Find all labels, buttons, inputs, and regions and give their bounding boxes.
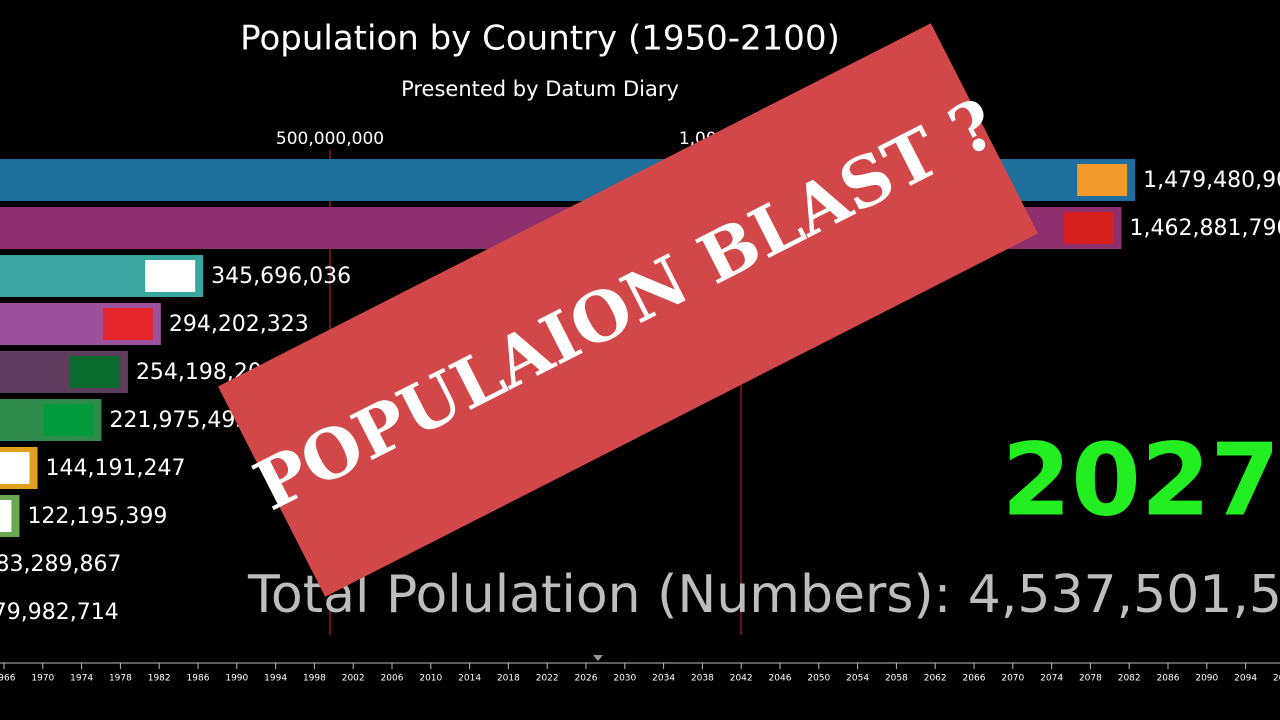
timeline-label: 2046: [769, 674, 792, 684]
timeline-label: 2098: [1273, 674, 1280, 684]
chart-title: Population by Country (1950-2100): [240, 19, 840, 59]
timeline-pointer: [593, 655, 603, 661]
timeline-label: 2034: [652, 674, 675, 684]
banner-box: [218, 23, 1038, 597]
timeline-label: 1966: [0, 674, 16, 684]
timeline-label: 1982: [148, 674, 171, 684]
value-label: 221,975,493: [109, 408, 249, 433]
value-label: 294,202,323: [169, 312, 309, 337]
flag: [0, 500, 12, 532]
flag: [43, 404, 94, 436]
timeline-label: 2030: [613, 674, 636, 684]
value-label: 83,289,867: [0, 552, 121, 577]
chart-subtitle: Presented by Datum Diary: [401, 77, 679, 101]
flag: [1063, 212, 1114, 244]
timeline-label: 1978: [109, 674, 132, 684]
timeline-label: 1986: [187, 674, 210, 684]
value-label: 122,195,399: [27, 504, 167, 529]
timeline-label: 2062: [924, 674, 947, 684]
timeline-label: 2006: [381, 674, 404, 684]
value-label: 345,696,036: [211, 264, 351, 289]
timeline-label: 2014: [458, 674, 481, 684]
timeline-label: 2042: [730, 674, 753, 684]
timeline-label: 2002: [342, 674, 365, 684]
timeline-label: 1990: [225, 674, 248, 684]
value-label: 1,462,881,790: [1129, 216, 1280, 241]
timeline-label: 2078: [1079, 674, 1102, 684]
timeline-label: 2010: [419, 674, 442, 684]
flag: [102, 308, 153, 340]
timeline-label: 1974: [70, 674, 93, 684]
timeline-label: 2050: [807, 674, 830, 684]
timeline-label: 1970: [31, 674, 54, 684]
flag: [1077, 164, 1128, 196]
timeline-label: 2018: [497, 674, 520, 684]
timeline-label: 2026: [575, 674, 598, 684]
timeline-label: 2094: [1234, 674, 1257, 684]
value-label: 79,982,714: [0, 600, 119, 625]
x-tick-label: 500,000,000: [276, 129, 384, 149]
value-label: 1,479,480,900: [1143, 168, 1280, 193]
timeline-label: 1994: [264, 674, 287, 684]
timeline-label: 2058: [885, 674, 908, 684]
timeline-label: 2070: [1001, 674, 1024, 684]
flag: [145, 260, 196, 292]
timeline: 1966 1970 1974 1978 1982 1986 1990 1994 1998 2002…: [0, 663, 1280, 684]
timeline-label: 2082: [1118, 674, 1141, 684]
timeline-label: 2066: [963, 674, 986, 684]
timeline-label: 2090: [1195, 674, 1218, 684]
timeline-label: 1998: [303, 674, 326, 684]
timeline-label: 2074: [1040, 674, 1063, 684]
flag: [0, 452, 30, 484]
timeline-label: 2038: [691, 674, 714, 684]
timeline-label: 2054: [846, 674, 869, 684]
value-label: 144,191,247: [46, 456, 186, 481]
flag: [69, 356, 120, 388]
total-label: Total Polulation (Numbers): 4,537,501,52…: [247, 565, 1280, 625]
timeline-label: 2086: [1157, 674, 1180, 684]
year-label: 2027: [1002, 421, 1280, 538]
timeline-label: 2022: [536, 674, 559, 684]
